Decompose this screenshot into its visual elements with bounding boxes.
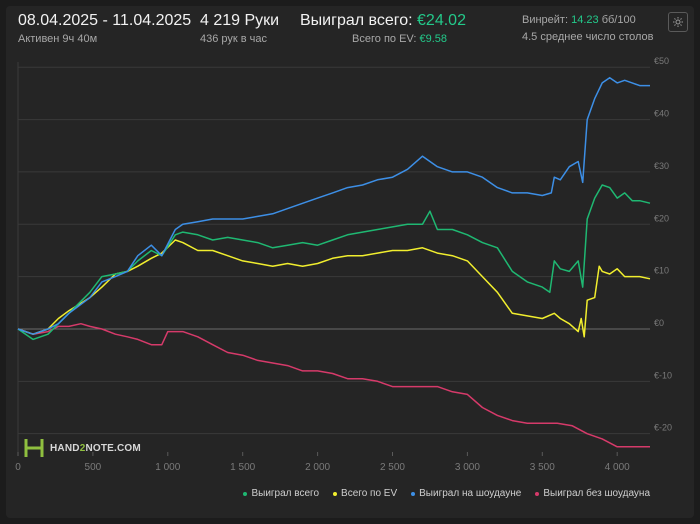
x-tick-label: 4 000 [605, 462, 630, 473]
x-tick-label: 1 500 [230, 462, 255, 473]
y-tick-label: €-20 [654, 423, 672, 433]
total-ev: Всего по EV: €9.58 [352, 33, 447, 45]
hands-count: 4 219 Руки [200, 12, 280, 29]
chart-legend: Выиграл всего Всего по EV Выиграл на шоуда… [243, 488, 650, 499]
total-won: Выиграл всего: €24.02 [300, 12, 466, 30]
legend-label: Выиграл на шоудауне [419, 488, 522, 499]
legend-dot-icon [333, 491, 338, 496]
legend-dot-icon [535, 491, 540, 496]
y-axis-ticks: €-20 €-10 €0 €10 €20 €30 €40 €50 [654, 56, 672, 432]
legend-item-2[interactable]: Выиграл на шоудауне [411, 488, 521, 499]
x-tick-label: 3 000 [455, 462, 480, 473]
y-tick-label: €20 [654, 213, 669, 223]
legend-item-1[interactable]: Всего по EV [333, 488, 397, 499]
y-tick-label: €10 [654, 266, 669, 276]
x-tick-label: 500 [85, 462, 102, 473]
total-won-value: €24.02 [417, 12, 466, 29]
y-tick-label: €-10 [654, 370, 672, 380]
y-tick-label: €50 [654, 56, 669, 66]
logo-text: HAND2NOTE.COM [50, 442, 141, 454]
series-lines [17, 76, 651, 448]
total-won-label: Выиграл всего: [300, 12, 413, 29]
x-tick-label: 1 000 [155, 462, 180, 473]
legend-dot-icon [243, 491, 248, 496]
legend-item-3[interactable]: Выиграл без шоудауна [535, 488, 650, 499]
winrate-label: Винрейт: [522, 14, 569, 26]
legend-label: Выиграл без шоудауна [543, 488, 650, 499]
y-tick-label: €30 [654, 161, 669, 171]
series-line-1 [17, 239, 651, 338]
settings-button[interactable] [668, 12, 688, 32]
avg-tables: 4.5 среднее число столов [522, 31, 654, 43]
winrate-unit: бб/100 [601, 14, 636, 26]
grid-lines [17, 62, 650, 452]
y-tick-label: €40 [654, 109, 669, 119]
legend-dot-icon [411, 491, 416, 496]
winrate: Винрейт: 14.23 бб/100 [522, 14, 636, 26]
series-line-2 [17, 76, 650, 335]
hand2note-logo: HAND2NOTE.COM [24, 438, 141, 458]
date-range: 08.04.2025 - 11.04.2025 [18, 12, 192, 29]
active-time: Активен 9ч 40м [18, 33, 98, 45]
chart-panel [6, 6, 694, 518]
series-line-3 [17, 322, 650, 448]
y-tick-label: €0 [654, 318, 664, 328]
x-tick-label: 0 [15, 462, 21, 473]
x-axis-ticks: 0 500 1 000 1 500 2 000 2 500 3 000 3 500 4 000 [15, 452, 630, 473]
legend-label: Выиграл всего [251, 488, 320, 499]
x-tick-label: 2 000 [305, 462, 330, 473]
stats-header: 08.04.2025 - 11.04.2025 Активен 9ч 40м 4… [0, 0, 700, 50]
gear-icon [673, 17, 683, 27]
h2n-logo-icon [24, 439, 44, 457]
x-tick-label: 2 500 [380, 462, 405, 473]
total-ev-value: €9.58 [419, 33, 447, 45]
legend-item-0[interactable]: Выиграл всего [243, 488, 319, 499]
winrate-value: 14.23 [571, 14, 599, 26]
series-line-0 [17, 184, 651, 341]
x-tick-label: 3 500 [530, 462, 555, 473]
legend-label: Всего по EV [341, 488, 398, 499]
total-ev-label: Всего по EV: [352, 33, 417, 45]
hands-per-hour: 436 рук в час [200, 33, 268, 45]
